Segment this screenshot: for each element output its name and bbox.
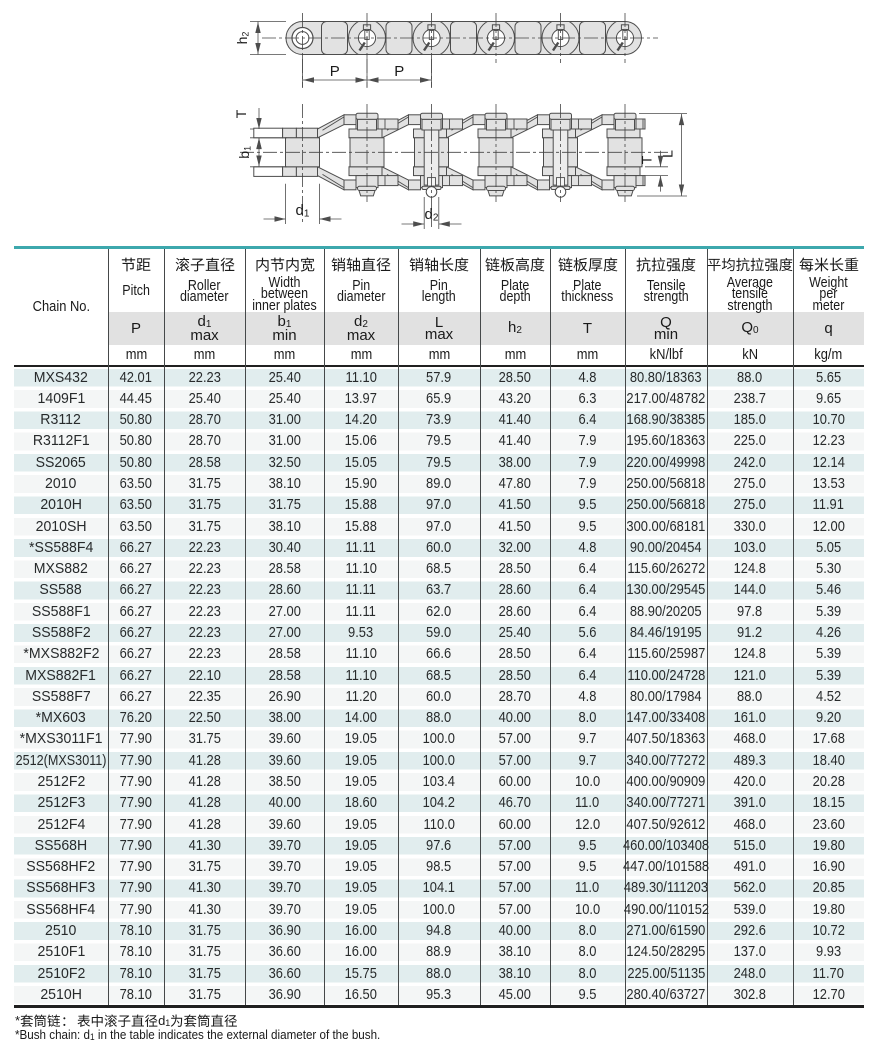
svg-text:d1: d1 bbox=[296, 202, 310, 220]
svg-text:P: P bbox=[394, 63, 404, 80]
svg-text:b1: b1 bbox=[236, 146, 253, 159]
svg-text:T: T bbox=[233, 109, 249, 118]
svg-text:P: P bbox=[330, 63, 340, 80]
svg-text:h2: h2 bbox=[234, 32, 251, 45]
svg-text:d2: d2 bbox=[425, 206, 439, 224]
svg-text:T: T bbox=[639, 155, 655, 164]
svg-text:L: L bbox=[660, 150, 676, 158]
